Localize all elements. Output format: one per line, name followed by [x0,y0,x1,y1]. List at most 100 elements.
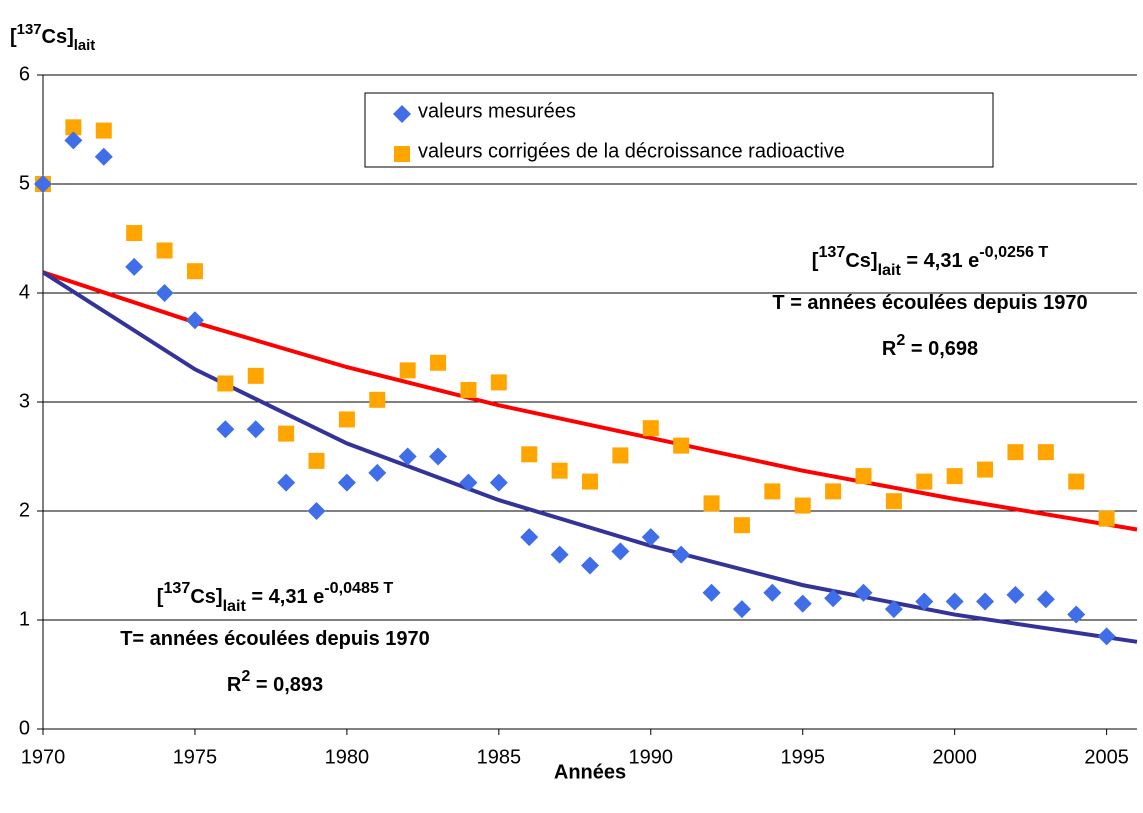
point [764,483,781,500]
point [702,583,721,602]
text-part: [ [157,586,164,608]
point [824,589,843,608]
point [1067,605,1086,624]
y-tick-label: 6 [19,63,30,85]
point [520,528,539,547]
point [916,473,933,490]
text-part: 137 [163,579,190,597]
x-axis-label: Années [554,761,626,783]
x-tick-label: 1995 [780,746,825,768]
text-part: Cs] [845,250,877,272]
point [368,463,387,482]
rich-text: [137Cs]lait = 4,31 e-0,0256 T [812,243,1049,279]
point [946,468,963,485]
point [398,447,417,466]
text-part: [ [812,250,819,272]
point [582,473,598,490]
point [1068,473,1085,490]
point [915,592,934,611]
text-part: = 4,31 e [901,250,979,272]
point [581,556,599,575]
rich-text: [137Cs]lait [10,22,95,54]
point [429,447,448,466]
point [1007,444,1024,461]
point [703,495,720,512]
point [95,122,112,139]
point [185,311,204,330]
point [247,367,264,384]
point [155,284,174,302]
point [854,583,873,602]
text-part: [ [10,26,17,48]
point [1006,585,1025,604]
point [490,374,507,391]
y-tick-label: 5 [19,172,30,194]
point [1097,627,1116,646]
rich-text: R2 = 0,698 [882,331,978,360]
text-part: 2 [241,667,250,685]
point [885,493,902,510]
y-tick-label: 0 [19,717,30,739]
legend-box [364,92,994,168]
x-tick-label: 1975 [173,746,218,768]
point [125,257,144,276]
text-part: -0,0485 T [324,579,393,597]
text-part: lait [74,38,96,54]
point [430,354,447,371]
point [1036,590,1055,609]
point [308,452,325,469]
legend-marker [393,105,411,123]
point [216,420,235,439]
point [611,542,630,561]
point [64,131,83,150]
x-tick-label: 1970 [21,746,66,768]
text-part: = 0,698 [905,338,978,360]
point [399,362,416,379]
point [460,382,477,399]
point [277,473,296,492]
point [217,375,234,392]
point [338,411,355,428]
point [642,420,659,437]
rich-text: R2 = 0,893 [227,667,323,696]
text-part: R [227,674,242,696]
text-part: -0,0256 T [979,243,1048,261]
point [733,517,750,534]
text-part: lait [878,261,902,279]
point [521,446,538,463]
text-part: = 4,31 e [246,586,324,608]
text-part: = 0,893 [250,674,323,696]
point [34,175,52,193]
point [551,462,568,479]
point [763,583,782,602]
point [1037,444,1054,461]
point [459,473,478,492]
x-tick-label: 1990 [629,746,674,768]
text-part: T= années écoulées depuis 1970 [120,628,430,650]
rich-text: T= années écoulées depuis 1970 [120,628,430,650]
text-part: T = années écoulées depuis 1970 [772,292,1087,314]
text-part: Cs] [42,26,74,48]
rich-text: T = années écoulées depuis 1970 [772,292,1087,314]
point [489,473,508,492]
point [976,592,995,611]
point [641,528,660,547]
point [672,545,691,564]
legend-label: valeurs mesurées [418,100,576,122]
point [246,420,265,439]
text-part: 137 [17,22,42,38]
point [855,468,872,485]
x-tick-label: 1980 [325,746,370,768]
point [945,592,964,611]
text-part: R [882,338,897,360]
point [977,461,994,478]
point [186,263,203,280]
point [794,497,811,514]
text-part: 2 [896,331,905,349]
point [825,483,842,500]
y-tick-label: 1 [19,608,30,630]
point [793,594,812,613]
point [337,473,356,492]
point [278,425,295,442]
point [550,545,569,564]
